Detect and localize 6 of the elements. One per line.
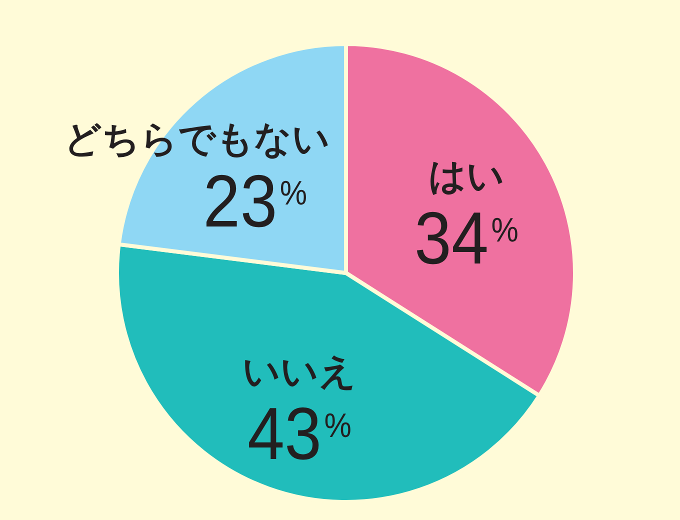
slice-label: どちらでもない [64,117,330,160]
data-label: 43% [247,392,352,475]
data-label: 23% [203,159,308,242]
data-label: 34% [414,196,518,280]
slice-label: はい [428,154,504,198]
slice-label: いいえ [242,350,356,393]
